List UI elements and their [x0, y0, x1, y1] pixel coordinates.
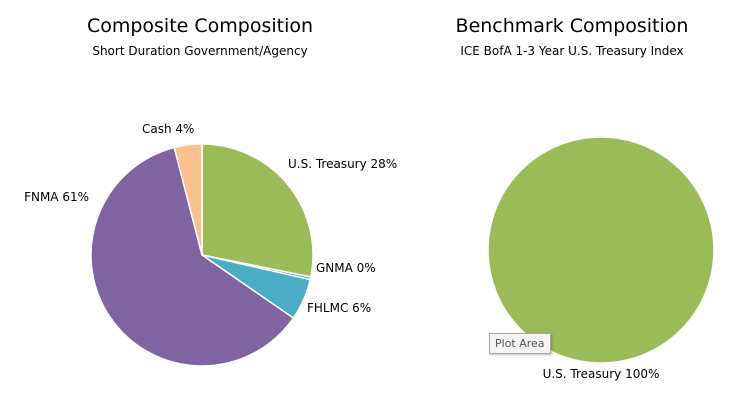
slice-label-u-s-treasury: U.S. Treasury 28%: [288, 157, 397, 171]
composite-chart-subtitle: Short Duration Government/Agency: [92, 44, 308, 58]
pie-slice-fnma[interactable]: [90, 146, 295, 367]
slice-label-cash: Cash 4%: [142, 122, 194, 136]
slice-label-fhlmc: FHLMC 6%: [307, 301, 371, 315]
slice-label-fnma: FNMA 61%: [24, 190, 89, 204]
benchmark-chart: Benchmark Composition ICE BofA 1-3 Year …: [400, 0, 744, 411]
benchmark-chart-title: Benchmark Composition: [455, 15, 689, 37]
composite-chart: Composite Composition Short Duration Gov…: [0, 0, 400, 411]
plot-area-tooltip: Plot Area: [489, 333, 551, 354]
pie-slice-u-s-treasury[interactable]: [487, 136, 715, 364]
benchmark-pie[interactable]: U.S. Treasury 100%: [400, 0, 744, 411]
pie-slice-u-s-treasury[interactable]: [201, 143, 314, 278]
benchmark-chart-subtitle: ICE BofA 1-3 Year U.S. Treasury Index: [460, 44, 684, 58]
pie-slice-cash[interactable]: [173, 143, 203, 256]
slice-label-gnma: GNMA 0%: [316, 261, 376, 275]
composite-chart-title: Composite Composition: [86, 15, 314, 37]
slice-label-u-s-treasury: U.S. Treasury 100%: [543, 367, 660, 381]
composite-pie[interactable]: U.S. Treasury 28% GNMA 0% FHLMC 6% FNMA 61%…: [0, 0, 400, 411]
